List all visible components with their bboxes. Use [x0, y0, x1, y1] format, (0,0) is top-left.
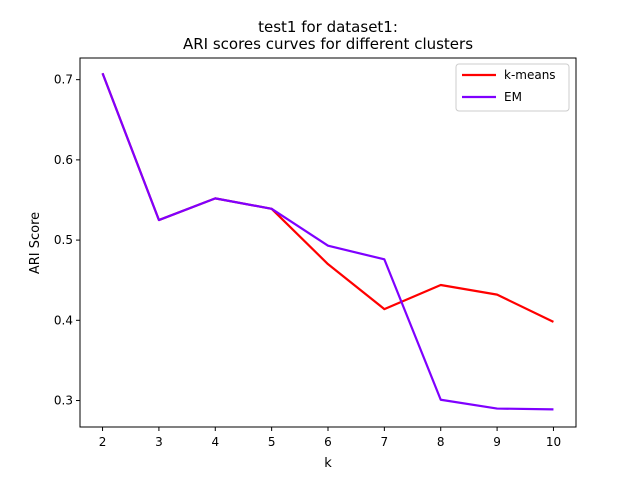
- chart-title-line-2: ARI scores curves for different clusters: [183, 35, 473, 53]
- legend: k-means EM: [455, 63, 570, 112]
- x-axis-ticks: 2 3 4 5 6 7 8 9 10: [99, 427, 561, 449]
- x-axis-label: k: [324, 456, 332, 471]
- x-tick-label: 6: [324, 435, 332, 449]
- x-tick-label: 10: [546, 435, 561, 449]
- y-tick-label: 0.3: [54, 394, 73, 408]
- y-tick-label: 0.6: [54, 153, 73, 167]
- y-axis-ticks: 0.3 0.4 0.5 0.6 0.7: [54, 73, 80, 408]
- plot-frame: [79, 57, 577, 428]
- plot-lines: [101, 72, 554, 411]
- x-tick-label: 9: [493, 435, 501, 449]
- x-tick-label: 8: [437, 435, 445, 449]
- y-tick-label: 0.4: [54, 313, 73, 327]
- legend-label: EM: [504, 90, 522, 104]
- x-tick-label: 7: [381, 435, 389, 449]
- x-tick-label: 5: [268, 435, 276, 449]
- x-tick-label: 2: [99, 435, 107, 449]
- chart-title-line-1: test1 for dataset1:: [258, 18, 398, 36]
- y-tick-label: 0.5: [54, 233, 73, 247]
- x-tick-label: 3: [155, 435, 163, 449]
- y-tick-label: 0.7: [54, 73, 73, 87]
- legend-label: k-means: [504, 68, 556, 82]
- x-tick-label: 4: [211, 435, 219, 449]
- series-line-em: [101, 72, 554, 411]
- y-axis-label: ARI Score: [28, 212, 43, 274]
